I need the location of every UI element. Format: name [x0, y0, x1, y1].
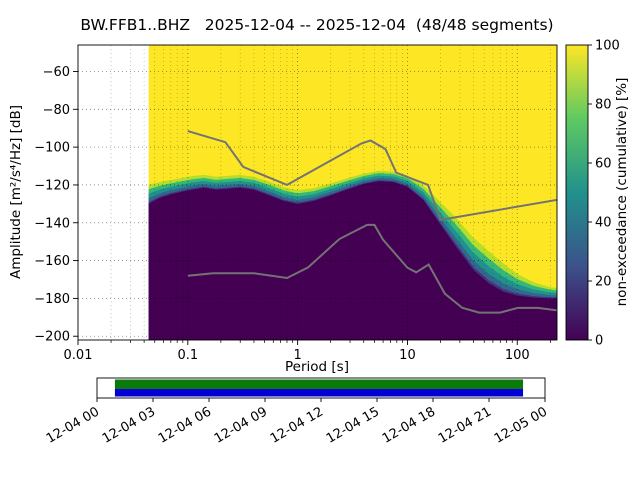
colorbar-tick-label: 80	[595, 98, 612, 113]
y-tick-label: −140	[34, 216, 70, 231]
timeline-tick-label: 12-04 21	[436, 404, 494, 446]
x-tick-label: 0.1	[177, 348, 198, 363]
y-tick-label: −180	[34, 292, 70, 307]
colorbar-tick-label: 100	[595, 39, 620, 54]
colorbar-frame	[565, 44, 589, 341]
y-tick-label: −120	[34, 178, 70, 193]
ppsd-band	[148, 181, 557, 340]
timeline-tick-label: 12-04 00	[44, 404, 102, 446]
timeline-tick-label: 12-04 12	[268, 404, 326, 446]
colorbar-tick-label: 0	[595, 334, 603, 349]
timeline-tick-label: 12-04 03	[100, 404, 158, 446]
y-tick-label: −100	[34, 141, 70, 156]
timeline-tick-label: 12-05 00	[492, 404, 550, 446]
plot-frame	[77, 44, 558, 341]
y-axis-label: Amplitude [m²/s⁴/Hz] [dB]	[8, 105, 24, 279]
y-tick-label: −200	[34, 330, 70, 345]
y-tick-label: −80	[43, 103, 70, 118]
x-tick-label: 1	[293, 348, 301, 363]
y-tick-label: −60	[43, 65, 70, 80]
x-tick-label: 100	[505, 348, 530, 363]
colorbar-tick-label: 40	[595, 216, 612, 231]
nhnm-line	[187, 130, 557, 222]
x-axis-label: Period [s]	[285, 359, 349, 375]
y-tick-label: −160	[34, 254, 70, 269]
ppsd-mesh	[148, 45, 557, 340]
timeline-tick-label: 12-04 18	[380, 404, 438, 446]
timeline-tick-label: 12-04 15	[324, 404, 382, 446]
chart-title: BW.FFB1..BHZ 2025-12-04 -- 2025-12-04 (4…	[80, 16, 553, 34]
x-tick-label: 0.01	[64, 348, 93, 363]
colorbar-tick-label: 20	[595, 275, 612, 290]
colorbar-label: non-exceedance (cumulative) [%]	[614, 78, 630, 307]
timeline-coverage-green	[114, 379, 524, 389]
timeline-tick-label: 12-04 09	[212, 404, 270, 446]
nlnm-line	[187, 223, 557, 314]
timeline-coverage-blue	[114, 389, 524, 397]
x-tick-label: 10	[399, 348, 416, 363]
timeline-tick-label: 12-04 06	[156, 404, 214, 446]
noise-models	[187, 130, 557, 314]
colorbar-tick-label: 60	[595, 157, 612, 172]
colorbar	[566, 45, 588, 340]
